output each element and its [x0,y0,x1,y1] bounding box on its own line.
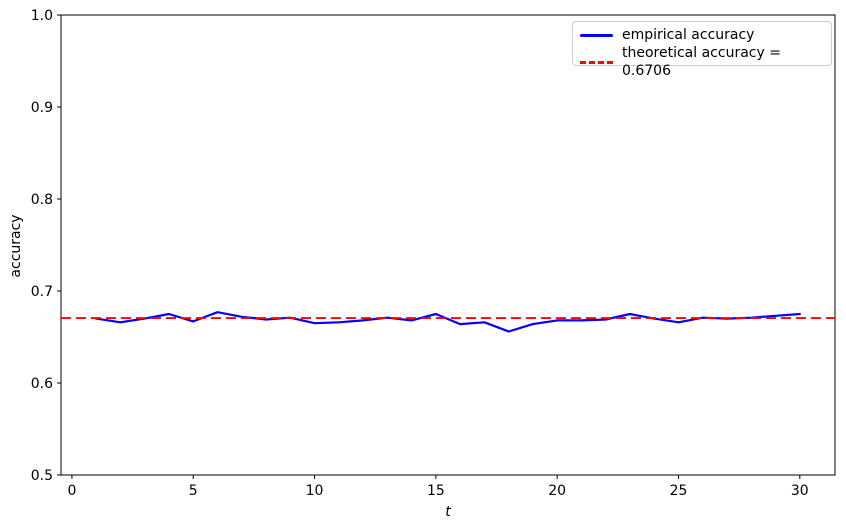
legend-sample-empirical-line [580,33,613,37]
y-tick-label: 0.7 [31,284,53,300]
legend-label-empirical: empirical accuracy [622,27,755,43]
y-tick-label: 0.6 [31,376,53,392]
x-tick-label: 30 [791,483,809,499]
y-tick-label: 1.0 [31,8,53,24]
x-tick-label: 15 [427,483,445,499]
y-tick-label: 0.5 [31,468,53,484]
y-axis-label: accuracy [8,214,24,278]
x-tick-label: 20 [548,483,566,499]
empirical-accuracy-line [95,311,801,333]
x-axis-label: t [445,504,451,520]
legend-sample-theoretical-line [580,60,613,64]
legend-label-theoretical: theoretical accuracy = 0.6706 [622,45,781,79]
legend: empirical accuracy theoretical accuracy … [572,21,832,79]
axes-frame [60,14,836,476]
legend-item-theoretical: theoretical accuracy = 0.6706 [580,44,823,80]
y-tick-label: 0.9 [31,100,53,116]
x-tick-label: 25 [670,483,688,499]
legend-item-empirical: empirical accuracy [580,26,823,44]
y-tick-label: 0.8 [31,192,53,208]
x-tick-label: 5 [189,483,198,499]
x-tick-label: 0 [67,483,76,499]
x-tick-label: 10 [306,483,324,499]
